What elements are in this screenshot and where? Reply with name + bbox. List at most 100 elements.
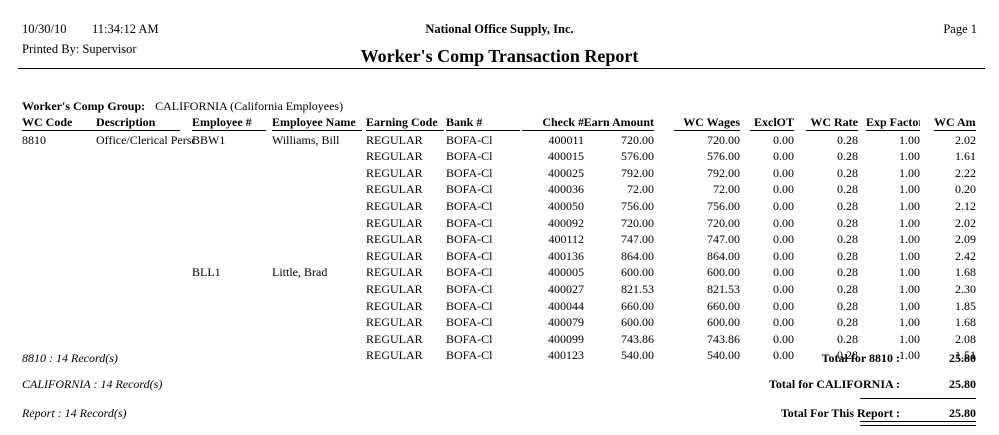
- cell-earning-code: REGULAR: [366, 298, 423, 313]
- cell-wc-wages: 821.53: [707, 281, 740, 296]
- table-row: REGULAR BOFA-Cl 400027 821.53 821.53 0.00 0.28…: [0, 282, 999, 299]
- cell-excl-ot: 0.00: [773, 132, 794, 147]
- cell-employee-num: BBW1: [192, 132, 226, 147]
- cell-wc-amt: 2.42: [955, 248, 976, 263]
- cell-wc-rate: 0.28: [837, 232, 858, 247]
- cell-check: 400011: [548, 132, 584, 147]
- column-header-description: Description: [96, 116, 180, 131]
- column-header-wc-amt: WC Amt: [934, 116, 976, 131]
- cell-wc-wages: 756.00: [707, 198, 740, 213]
- cell-earning-code: REGULAR: [366, 281, 423, 296]
- cell-employee-num: BLL1: [192, 265, 221, 280]
- cell-check: 400079: [548, 315, 584, 330]
- table-row: REGULAR BOFA-Cl 400025 792.00 792.00 0.00 0.28…: [0, 166, 999, 183]
- cell-wc-rate: 0.28: [837, 248, 858, 263]
- cell-wc-wages: 792.00: [707, 165, 740, 180]
- cell-exp-factor: 1.00: [899, 248, 920, 263]
- column-header-bank: Bank #: [446, 116, 520, 131]
- cell-wc-amt: 1.68: [955, 315, 976, 330]
- cell-excl-ot: 0.00: [773, 232, 794, 247]
- print-time: 11:34:12 AM: [92, 22, 159, 36]
- column-header-wc-wages: WC Wages: [674, 116, 740, 131]
- column-header-wc-rate: WC Rate: [806, 116, 858, 131]
- total-group-amount: 25.80: [949, 377, 976, 391]
- cell-wc-wages: 743.86: [707, 331, 740, 346]
- cell-exp-factor: 1.00: [899, 298, 920, 313]
- cell-wc-rate: 0.28: [837, 198, 858, 213]
- group-record-count: CALIFORNIA : 14 Record(s): [22, 377, 163, 391]
- cell-wc-code: 8810: [22, 132, 46, 147]
- cell-wc-amt: 2.30: [955, 281, 976, 296]
- cell-wc-amt: 1.68: [955, 265, 976, 280]
- cell-check: 400099: [548, 331, 584, 346]
- cell-excl-ot: 0.00: [773, 298, 794, 313]
- cell-exp-factor: 1.00: [899, 315, 920, 330]
- header-divider: [18, 68, 985, 69]
- column-header-check: Check #: [522, 116, 584, 131]
- cell-earn-amount: 756.00: [621, 198, 654, 213]
- cell-earn-amount: 743.86: [621, 331, 654, 346]
- cell-earning-code: REGULAR: [366, 182, 423, 197]
- cell-wc-wages: 720.00: [707, 132, 740, 147]
- cell-excl-ot: 0.00: [773, 348, 794, 363]
- cell-earn-amount: 660.00: [621, 298, 654, 313]
- total-group-label: Total for CALIFORNIA :: [768, 377, 900, 391]
- cell-bank: BOFA-Cl: [446, 132, 493, 147]
- cell-excl-ot: 0.00: [773, 165, 794, 180]
- group-label: Worker's Comp Group:: [22, 99, 146, 113]
- cell-wc-rate: 0.28: [837, 298, 858, 313]
- cell-check: 400005: [548, 265, 584, 280]
- cell-wc-wages: 720.00: [707, 215, 740, 230]
- cell-earn-amount: 821.53: [621, 281, 654, 296]
- cell-earn-amount: 720.00: [621, 215, 654, 230]
- cell-exp-factor: 1.00: [899, 149, 920, 164]
- grand-total-rule-bottom-2: [860, 425, 976, 426]
- cell-wc-rate: 0.28: [837, 215, 858, 230]
- group-header: Worker's Comp Group: CALIFORNIA (Califor…: [22, 99, 343, 114]
- cell-check: 400112: [548, 232, 584, 247]
- column-header-earning-code: Earning Code: [366, 116, 444, 131]
- cell-bank: BOFA-Cl: [446, 165, 493, 180]
- column-header-employee-name: Employee Name: [272, 116, 362, 131]
- cell-earning-code: REGULAR: [366, 315, 423, 330]
- cell-check: 400092: [548, 215, 584, 230]
- cell-bank: BOFA-Cl: [446, 348, 493, 363]
- column-header-employee-num: Employee #: [192, 116, 266, 131]
- cell-earning-code: REGULAR: [366, 348, 423, 363]
- cell-excl-ot: 0.00: [773, 331, 794, 346]
- cell-exp-factor: 1.00: [899, 165, 920, 180]
- table-row: REGULAR BOFA-Cl 400079 600.00 600.00 0.00 0.28…: [0, 315, 999, 332]
- transaction-table: WC Code Description Employee # Employee …: [0, 116, 999, 365]
- cell-excl-ot: 0.00: [773, 198, 794, 213]
- cell-check: 400123: [548, 348, 584, 363]
- cell-earning-code: REGULAR: [366, 149, 423, 164]
- cell-earning-code: REGULAR: [366, 331, 423, 346]
- cell-excl-ot: 0.00: [773, 182, 794, 197]
- cell-wc-rate: 0.28: [837, 331, 858, 346]
- table-row: REGULAR BOFA-Cl 400044 660.00 660.00 0.00 0.28…: [0, 299, 999, 316]
- table-body: 8810 Office/Clerical PersonnelBBW1 William…: [0, 133, 999, 365]
- cell-check: 400044: [548, 298, 584, 313]
- cell-earning-code: REGULAR: [366, 215, 423, 230]
- cell-exp-factor: 1.00: [899, 331, 920, 346]
- cell-wc-amt: 0.20: [955, 182, 976, 197]
- column-header-earn-amount: Earn Amount: [582, 116, 654, 131]
- cell-wc-amt: 1.61: [955, 149, 976, 164]
- cell-bank: BOFA-Cl: [446, 265, 493, 280]
- cell-earning-code: REGULAR: [366, 165, 423, 180]
- cell-wc-rate: 0.28: [837, 315, 858, 330]
- table-row: REGULAR BOFA-Cl 400112 747.00 747.00 0.00 0.28…: [0, 232, 999, 249]
- cell-check: 400050: [548, 198, 584, 213]
- cell-wc-amt: 1.85: [955, 298, 976, 313]
- cell-wc-wages: 540.00: [707, 348, 740, 363]
- cell-check: 400036: [548, 182, 584, 197]
- cell-excl-ot: 0.00: [773, 265, 794, 280]
- cell-wc-amt: 2.09: [955, 232, 976, 247]
- cell-exp-factor: 1.00: [899, 215, 920, 230]
- cell-exp-factor: 1.00: [899, 198, 920, 213]
- code-record-count: 8810 : 14 Record(s): [22, 351, 118, 365]
- table-row: REGULAR BOFA-Cl 400136 864.00 864.00 0.00 0.28…: [0, 249, 999, 266]
- cell-exp-factor: 1.00: [899, 232, 920, 247]
- cell-wc-rate: 0.28: [837, 182, 858, 197]
